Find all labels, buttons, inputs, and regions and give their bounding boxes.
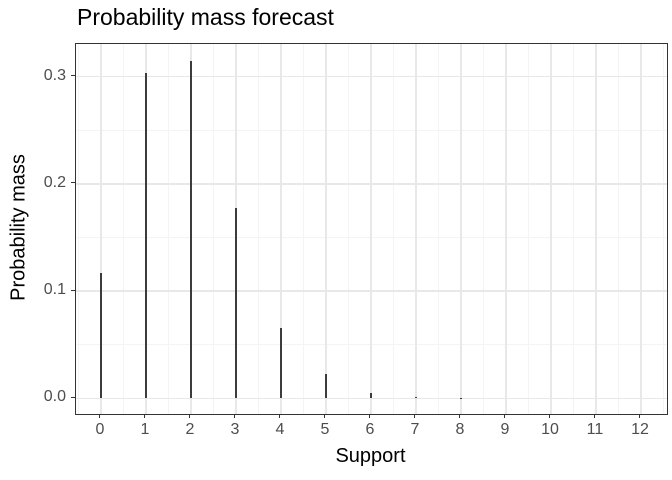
- gridline-minor-x: [167, 44, 169, 414]
- gridline-major-x: [505, 44, 507, 414]
- y-tick: [71, 75, 75, 77]
- gridline-minor-x: [437, 44, 439, 414]
- gridline-major-x: [460, 44, 462, 414]
- gridline-major-x: [100, 44, 102, 414]
- x-tick-label: 10: [541, 421, 559, 438]
- gridline-minor-x: [617, 44, 619, 414]
- gridline-major-x: [640, 44, 642, 414]
- gridline-major-x: [595, 44, 597, 414]
- pmf-bar: [459, 397, 462, 399]
- x-tick: [504, 414, 506, 418]
- pmf-bar: [144, 73, 147, 399]
- gridline-major-y: [76, 290, 667, 292]
- x-tick: [549, 414, 551, 418]
- gridline-minor-x: [77, 44, 79, 414]
- y-tick: [71, 289, 75, 291]
- x-tick-label: 7: [410, 421, 420, 438]
- gridline-minor-x: [302, 44, 304, 414]
- x-tick-label: 0: [95, 421, 105, 438]
- chart-title: Probability mass forecast: [77, 4, 334, 30]
- x-tick-label: 6: [365, 421, 375, 438]
- x-tick-label: 1: [140, 421, 150, 438]
- gridline-minor-x: [482, 44, 484, 414]
- pmf-bar: [189, 60, 192, 399]
- x-tick: [189, 414, 191, 418]
- x-tick: [369, 414, 371, 418]
- gridline-minor-x: [212, 44, 214, 414]
- gridline-minor-x: [527, 44, 529, 414]
- x-tick-label: 4: [275, 421, 285, 438]
- gridline-major-y: [76, 397, 667, 400]
- x-tick: [459, 414, 461, 418]
- gridline-minor-x: [257, 44, 259, 414]
- gridline-major-x: [550, 44, 552, 414]
- x-tick: [639, 414, 641, 418]
- y-tick-label: 0.0: [43, 388, 66, 406]
- gridline-minor-x: [347, 44, 349, 414]
- y-tick-label: 0.3: [43, 66, 66, 84]
- y-tick: [71, 182, 75, 184]
- x-tick-label: 3: [230, 421, 240, 438]
- gridline-major-x: [370, 44, 372, 414]
- x-tick-label: 2: [185, 421, 195, 438]
- y-tick-label: 0.2: [43, 173, 66, 191]
- gridline-minor-x: [392, 44, 394, 414]
- x-tick: [144, 414, 146, 418]
- y-axis-title: Probability mass: [7, 154, 30, 301]
- gridline-minor-x: [122, 44, 124, 414]
- pmf-bar: [99, 272, 102, 399]
- x-tick: [594, 414, 596, 418]
- x-tick: [234, 414, 236, 418]
- x-axis-title: Support: [335, 445, 406, 467]
- pmf-bar: [414, 397, 417, 399]
- x-tick-label: 8: [455, 421, 465, 438]
- x-tick-label: 5: [320, 421, 330, 438]
- x-tick: [324, 414, 326, 418]
- gridline-minor-x: [662, 44, 664, 414]
- gridline-major-x: [325, 44, 327, 414]
- x-tick: [99, 414, 101, 418]
- pmf-bar: [279, 327, 282, 399]
- gridline-major-x: [280, 44, 282, 414]
- gridline-major-y: [76, 183, 667, 185]
- y-tick: [71, 396, 75, 398]
- pmf-bar: [234, 207, 237, 399]
- pmf-bar: [369, 393, 372, 399]
- gridline-major-y: [76, 75, 667, 78]
- x-tick-label: 11: [586, 421, 604, 438]
- pmf-bar: [324, 373, 327, 399]
- x-tick-label: 12: [631, 421, 649, 438]
- y-tick-label: 0.1: [43, 281, 66, 299]
- plot-panel: [75, 43, 668, 415]
- gridline-minor-x: [572, 44, 574, 414]
- x-tick: [414, 414, 416, 418]
- x-tick: [279, 414, 281, 418]
- x-tick-label: 9: [500, 421, 510, 438]
- gridline-major-x: [415, 44, 417, 414]
